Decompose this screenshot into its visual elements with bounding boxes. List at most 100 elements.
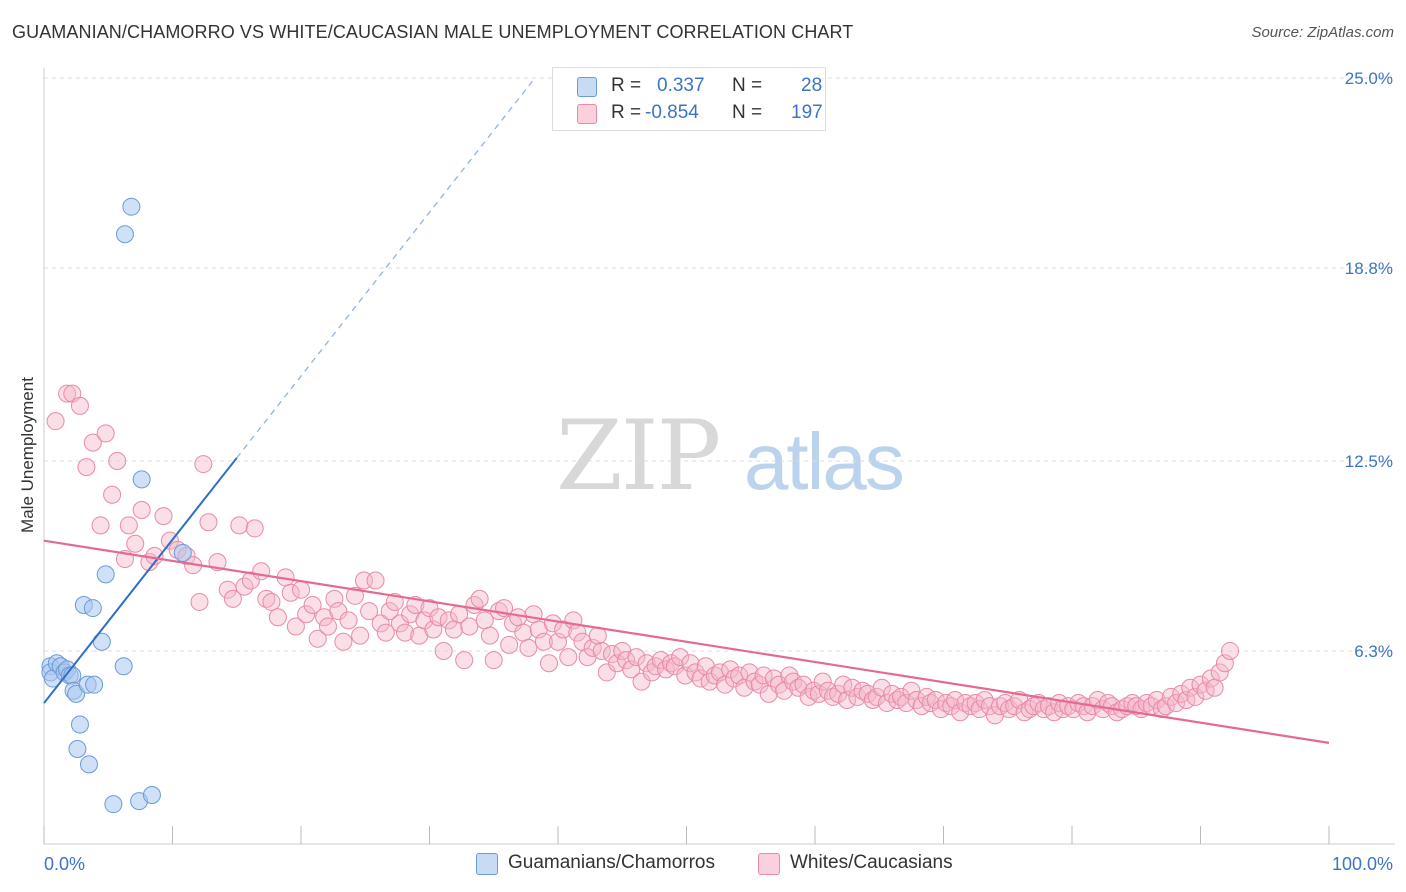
data-point-white — [194, 455, 213, 474]
data-point-white — [804, 681, 823, 700]
data-point-white — [126, 534, 145, 553]
data-point-white — [308, 629, 327, 648]
data-point-white — [252, 562, 271, 581]
guamanians-chamorros-points — [41, 197, 192, 814]
whites-caucasians-points — [46, 384, 1240, 725]
data-point-white — [1167, 694, 1186, 713]
data-point-guamanian — [122, 197, 141, 216]
data-point-white — [1127, 697, 1146, 716]
data-point-white — [480, 626, 499, 645]
y-tick-label: 25.0% — [1345, 69, 1393, 88]
data-point-white — [303, 596, 322, 615]
data-point-white — [721, 660, 740, 679]
grid — [44, 77, 1395, 652]
data-point-guamanian — [68, 740, 87, 759]
data-point-guamanian — [83, 599, 102, 618]
legend-swatch-blue — [577, 77, 597, 97]
data-point-white — [681, 654, 700, 673]
data-point-white — [754, 666, 773, 685]
legend-row-guamanians: R = 0.337 N = 28 — [577, 75, 827, 99]
data-point-white — [351, 626, 370, 645]
data-point-white — [970, 700, 989, 719]
data-point-white — [867, 687, 886, 706]
data-point-guamanian — [142, 785, 161, 804]
data-point-white — [257, 589, 276, 608]
data-point-white — [705, 666, 724, 685]
data-point-white — [334, 632, 353, 651]
data-point-white — [931, 700, 950, 719]
data-point-white — [119, 516, 138, 535]
y-tick-label: 18.8% — [1345, 259, 1393, 278]
data-point-white — [843, 678, 862, 697]
data-point-white — [339, 611, 358, 630]
data-point-white — [345, 586, 364, 605]
data-point-white — [534, 632, 553, 651]
data-point-white — [524, 605, 543, 624]
data-point-white — [745, 672, 764, 691]
data-point-white — [70, 396, 89, 415]
data-point-guamanian — [70, 715, 89, 734]
data-point-white — [740, 663, 759, 682]
data-point-white — [420, 599, 439, 618]
data-point-white — [262, 592, 281, 611]
data-point-white — [975, 690, 994, 709]
data-point-white — [789, 678, 808, 697]
legend-n-value: 28 — [801, 75, 823, 96]
data-point-guamanian — [104, 795, 123, 814]
trend-lines — [43, 77, 1330, 744]
data-point-white — [376, 623, 395, 642]
data-point-white — [764, 669, 783, 688]
data-point-white — [434, 641, 453, 660]
bottom-legend-label: Guamanians/Chamorros — [508, 852, 715, 873]
data-point-white — [1172, 684, 1191, 703]
data-point-white — [1201, 669, 1220, 688]
data-point-white — [848, 687, 867, 706]
data-point-white — [818, 681, 837, 700]
data-point-white — [390, 614, 409, 633]
data-point-white — [385, 592, 404, 611]
data-point-white — [360, 602, 379, 621]
data-point-white — [1191, 675, 1210, 694]
data-point-white — [1205, 678, 1224, 697]
data-point-white — [1078, 703, 1097, 722]
data-point-white — [1005, 697, 1024, 716]
data-point-guamanian — [114, 657, 133, 676]
data-point-white — [1147, 690, 1166, 709]
data-point-white — [245, 519, 264, 538]
legend-n-label: N = — [732, 102, 763, 123]
data-point-white — [627, 648, 646, 667]
data-point-white — [926, 690, 945, 709]
data-point-white — [665, 657, 684, 676]
data-point-white — [617, 651, 636, 670]
trend-line-guamanians-extension — [236, 77, 536, 459]
data-point-white — [366, 571, 385, 590]
data-point-white — [554, 620, 573, 639]
bottom-legend-swatch-blue — [476, 853, 498, 875]
data-point-white — [907, 690, 926, 709]
data-point-white — [632, 672, 651, 691]
data-point-white — [154, 507, 173, 526]
data-point-white — [380, 602, 399, 621]
data-point-white — [1039, 697, 1058, 716]
tick-labels: 6.3% 12.5% 18.8% 25.0% 0.0% 100.0% — [44, 69, 1393, 874]
data-point-guamanian — [96, 565, 115, 584]
data-point-white — [559, 648, 578, 667]
data-point-white — [371, 614, 390, 633]
data-point-white — [514, 623, 533, 642]
legend-r-label: R = — [611, 102, 642, 123]
data-point-white — [470, 589, 489, 608]
data-point-guamanian — [79, 755, 98, 774]
data-point-white — [921, 694, 940, 713]
data-point-white — [784, 672, 803, 691]
data-point-white — [455, 651, 474, 670]
data-point-white — [439, 611, 458, 630]
data-point-white — [725, 669, 744, 688]
data-point-white — [286, 617, 305, 636]
data-point-white — [241, 571, 260, 590]
data-point-white — [83, 433, 102, 452]
data-point-white — [770, 675, 789, 694]
data-point-white — [1064, 700, 1083, 719]
data-point-white — [230, 516, 249, 535]
data-point-white — [190, 592, 209, 611]
